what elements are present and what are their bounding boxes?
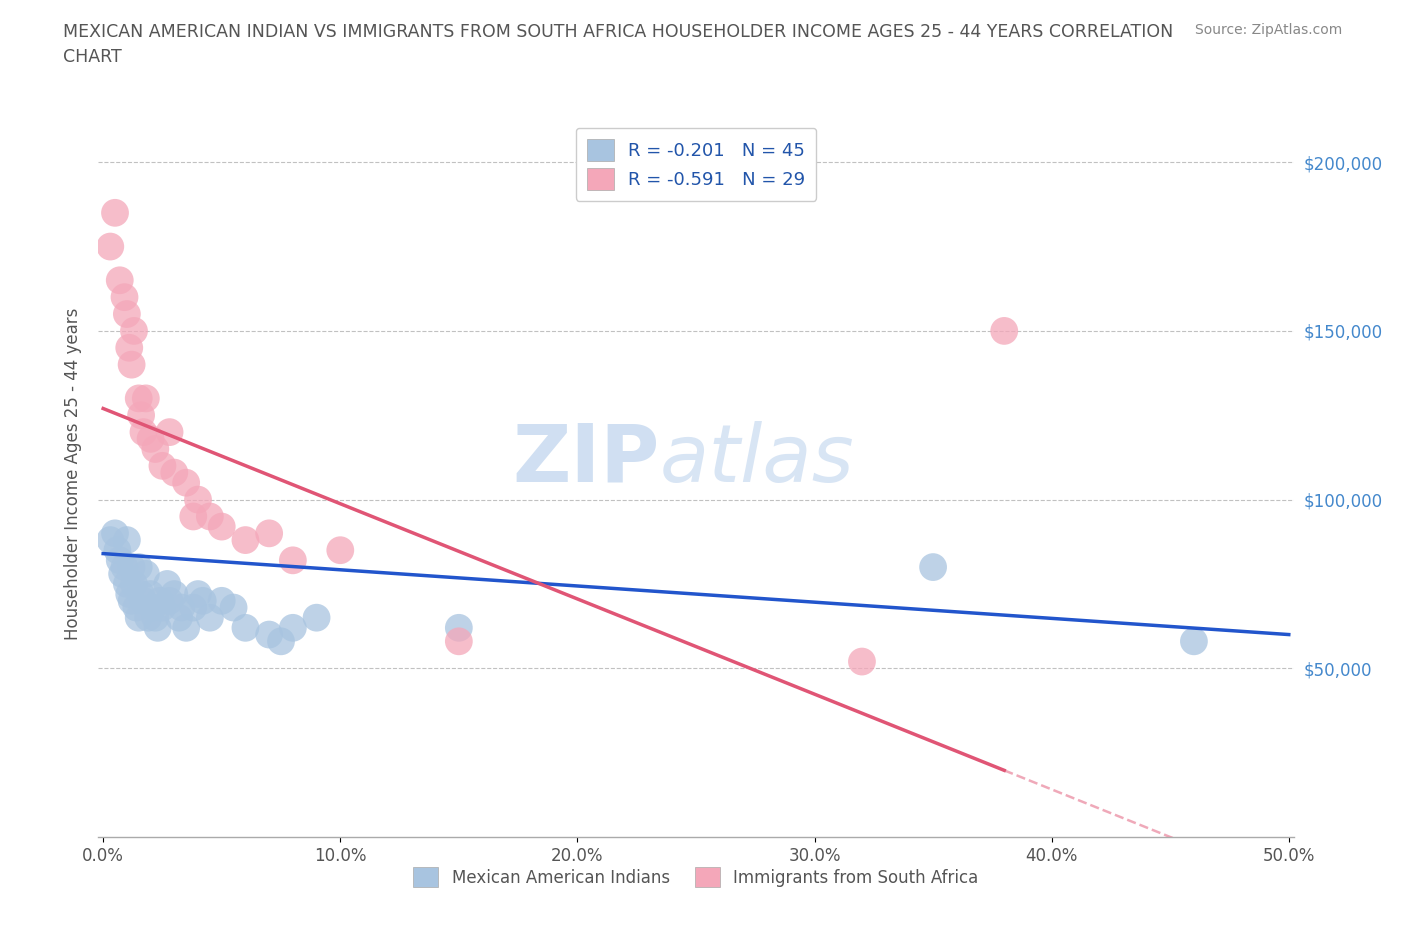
Point: [257, 627, 280, 642]
Point: [122, 324, 145, 339]
Point: [142, 600, 165, 615]
Point: [257, 525, 280, 540]
Point: [122, 577, 145, 591]
Point: [152, 600, 174, 615]
Point: [235, 533, 257, 548]
Point: [143, 442, 166, 457]
Point: [105, 543, 128, 558]
Point: [114, 290, 136, 305]
Point: [163, 587, 186, 602]
Point: [281, 553, 304, 568]
Point: [129, 587, 152, 602]
Point: [149, 593, 172, 608]
Point: [305, 610, 328, 625]
Point: [115, 307, 138, 322]
Point: [115, 533, 138, 548]
Text: Source: ZipAtlas.com: Source: ZipAtlas.com: [1195, 23, 1343, 37]
Point: [132, 425, 155, 440]
Text: atlas: atlas: [661, 420, 855, 498]
Point: [135, 566, 157, 581]
Point: [174, 475, 197, 490]
Point: [118, 587, 141, 602]
Point: [139, 587, 162, 602]
Point: [114, 560, 136, 575]
Point: [98, 239, 121, 254]
Point: [129, 408, 152, 423]
Point: [329, 543, 352, 558]
Point: [851, 654, 873, 669]
Point: [156, 577, 179, 591]
Text: MEXICAN AMERICAN INDIAN VS IMMIGRANTS FROM SOUTH AFRICA HOUSEHOLDER INCOME AGES : MEXICAN AMERICAN INDIAN VS IMMIGRANTS FR…: [63, 23, 1174, 66]
Point: [121, 560, 143, 575]
Point: [143, 610, 166, 625]
Point: [198, 610, 221, 625]
Text: ZIP: ZIP: [513, 420, 661, 498]
Point: [135, 391, 157, 405]
Point: [159, 425, 181, 440]
Point: [167, 610, 190, 625]
Point: [128, 391, 150, 405]
Point: [104, 206, 127, 220]
Point: [447, 620, 470, 635]
Point: [152, 458, 174, 473]
Point: [108, 553, 131, 568]
Point: [146, 620, 169, 635]
Point: [181, 600, 204, 615]
Point: [98, 533, 121, 548]
Point: [187, 492, 209, 507]
Point: [163, 465, 186, 480]
Point: [115, 577, 138, 591]
Point: [132, 593, 155, 608]
Point: [447, 634, 470, 649]
Point: [128, 560, 150, 575]
Point: [121, 593, 143, 608]
Point: [235, 620, 257, 635]
Point: [922, 560, 945, 575]
Point: [125, 600, 148, 615]
Point: [181, 509, 204, 524]
Point: [993, 324, 1015, 339]
Point: [136, 610, 159, 625]
Point: [108, 272, 131, 287]
Point: [1182, 634, 1205, 649]
Point: [139, 432, 162, 446]
Point: [118, 340, 141, 355]
Point: [211, 593, 233, 608]
Point: [174, 620, 197, 635]
Point: [121, 357, 143, 372]
Point: [191, 593, 214, 608]
Point: [222, 600, 245, 615]
Point: [159, 593, 181, 608]
Point: [281, 620, 304, 635]
Point: [211, 519, 233, 534]
Point: [111, 566, 134, 581]
Legend: Mexican American Indians, Immigrants from South Africa: Mexican American Indians, Immigrants fro…: [406, 860, 986, 894]
Point: [270, 634, 292, 649]
Point: [198, 509, 221, 524]
Y-axis label: Householder Income Ages 25 - 44 years: Householder Income Ages 25 - 44 years: [63, 308, 82, 641]
Point: [170, 600, 193, 615]
Point: [104, 525, 127, 540]
Point: [187, 587, 209, 602]
Point: [128, 610, 150, 625]
